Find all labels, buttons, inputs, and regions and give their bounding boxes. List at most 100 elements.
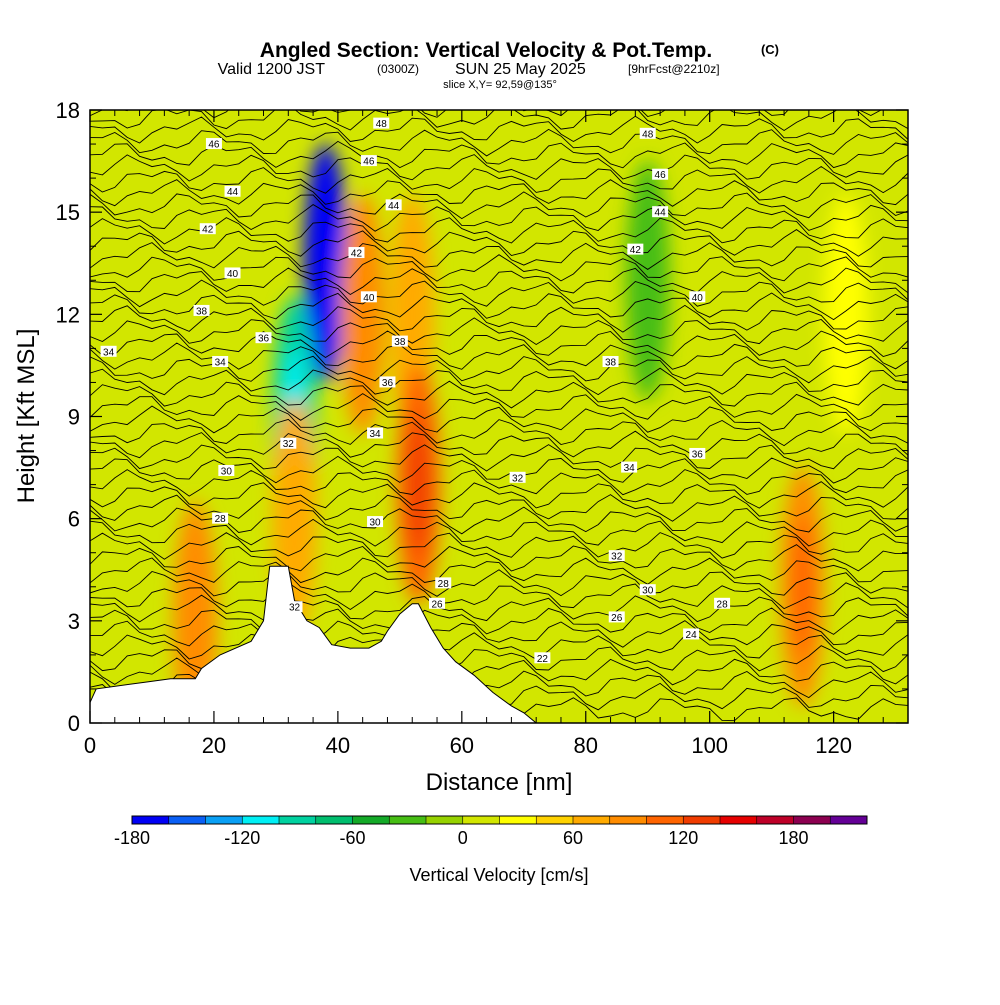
contour-label-29: 30 <box>367 516 384 529</box>
colorbar-tick-label: 120 <box>668 828 698 848</box>
contour-label-17: 38 <box>602 356 619 369</box>
y-tick-label: 0 <box>68 711 80 736</box>
contour-label-text: 30 <box>369 518 381 529</box>
theta-contour-13 <box>90 532 908 560</box>
vv-feature-core-2 <box>351 244 374 385</box>
contour-label-text: 30 <box>642 586 654 597</box>
contour-label-bg <box>379 376 396 388</box>
colorbar-swatch <box>756 816 794 824</box>
contour-label-bg <box>639 127 656 139</box>
x-tick-label: 60 <box>450 733 474 758</box>
contour-label-text: 32 <box>611 552 623 563</box>
vv-feature-9 <box>824 194 869 435</box>
y-tick-label: 3 <box>68 609 80 634</box>
colorbar-tick-label: 0 <box>458 828 468 848</box>
colorbar-swatch <box>646 816 684 824</box>
contour-label-bg <box>639 584 656 596</box>
x-tick-label: 20 <box>202 733 226 758</box>
contour-label-text: 44 <box>655 208 667 219</box>
theta-contour-5 <box>90 632 908 660</box>
theta-contour-42 <box>90 165 908 194</box>
contour-label-text: 38 <box>394 337 406 348</box>
theta-contour-14 <box>90 518 908 547</box>
contour-label-text: 32 <box>289 603 301 614</box>
contour-label-text: 28 <box>438 579 450 590</box>
x-axis-label: Distance [nm] <box>426 769 573 796</box>
x-tick-label: 0 <box>84 733 96 758</box>
contour-label-text: 46 <box>208 140 220 151</box>
contour-label-text: 36 <box>692 449 704 460</box>
colorbar-swatch <box>499 816 537 824</box>
contour-label-text: 36 <box>382 378 394 389</box>
contour-label-text: 26 <box>611 613 623 624</box>
theta-contour-31 <box>90 304 908 333</box>
contour-label-text: 28 <box>717 599 729 610</box>
contour-label-bg <box>360 155 377 167</box>
colorbar-swatch <box>720 816 758 824</box>
contour-label-23: 32 <box>280 437 297 450</box>
theta-contour-29 <box>90 330 908 359</box>
contour-label-text: 46 <box>655 170 667 181</box>
contour-label-30: 32 <box>608 550 625 563</box>
theta-contour-34 <box>90 267 908 296</box>
contour-label-bg <box>608 611 625 623</box>
x-tick-label: 100 <box>691 733 728 758</box>
contour-label-bg <box>373 117 390 129</box>
contour-label-9: 42 <box>199 223 216 236</box>
contour-label-2: 46 <box>205 138 222 151</box>
contour-label-text: 38 <box>605 358 617 369</box>
contour-label-bg <box>193 304 210 316</box>
theta-contour-30 <box>90 317 908 346</box>
contour-label-10: 42 <box>348 247 365 260</box>
contour-label-text: 24 <box>686 630 698 641</box>
y-tick-label: 12 <box>56 302 80 327</box>
contour-label-11: 42 <box>627 243 644 256</box>
contour-labels: 32 48 46 48 46 46 44 44 44 42 42 42 40 40 40 38 38 38 34 36… <box>100 117 731 665</box>
contour-label-text: 46 <box>363 157 375 168</box>
x-tick-label: 40 <box>326 733 350 758</box>
colorbar-swatch <box>168 816 206 824</box>
contour-label-bg <box>224 267 241 279</box>
y-tick-label: 15 <box>56 200 80 225</box>
contour-label-32: 30 <box>639 584 656 597</box>
valid-time-zulu: (0300Z) <box>377 62 419 76</box>
contour-label-14: 40 <box>689 291 706 304</box>
colorbar-title: Vertical Velocity [cm/s] <box>409 865 588 885</box>
theta-contour-38 <box>90 217 908 245</box>
contour-label-bg <box>348 247 365 259</box>
colorbar-swatch <box>352 816 390 824</box>
contour-label-15: 38 <box>193 304 210 317</box>
contour-label-text: 32 <box>283 439 295 450</box>
theta-contour-40 <box>90 191 908 220</box>
colorbar-swatch <box>205 816 243 824</box>
contour-label-bg <box>621 461 638 473</box>
contour-label-bg <box>652 206 669 218</box>
x-tick-label: 80 <box>574 733 598 758</box>
contour-label-3: 48 <box>639 127 656 140</box>
contour-label-bg <box>391 335 408 347</box>
contour-label-text: 40 <box>227 269 239 280</box>
colorbar-swatch <box>389 816 427 824</box>
theta-contour-43 <box>90 154 908 182</box>
contour-label-35: 26 <box>608 611 625 624</box>
colorbar-tick-label: 60 <box>563 828 583 848</box>
colorbar-swatch <box>536 816 574 824</box>
contour-label-text: 28 <box>215 514 227 525</box>
contour-label-text: 30 <box>221 466 233 477</box>
plot-area <box>90 110 908 723</box>
contour-label-text: 34 <box>624 463 636 474</box>
contour-label-37: 22 <box>534 652 551 665</box>
colorbar-tick-label: -120 <box>224 828 260 848</box>
chart-title: Angled Section: Vertical Velocity & Pot.… <box>260 39 712 62</box>
contour-label-bg <box>286 601 303 613</box>
theta-contour-9 <box>90 582 908 611</box>
theta-contour-20 <box>90 444 908 472</box>
vv-feature-core-7 <box>791 516 814 657</box>
forecast-label: [9hrFcst@2210z] <box>628 62 720 76</box>
theta-contour-36 <box>90 242 908 270</box>
contour-label-6: 44 <box>224 185 241 198</box>
contour-label-bg <box>218 464 235 476</box>
contour-label-text: 42 <box>351 249 363 260</box>
y-tick-label: 6 <box>68 507 80 532</box>
